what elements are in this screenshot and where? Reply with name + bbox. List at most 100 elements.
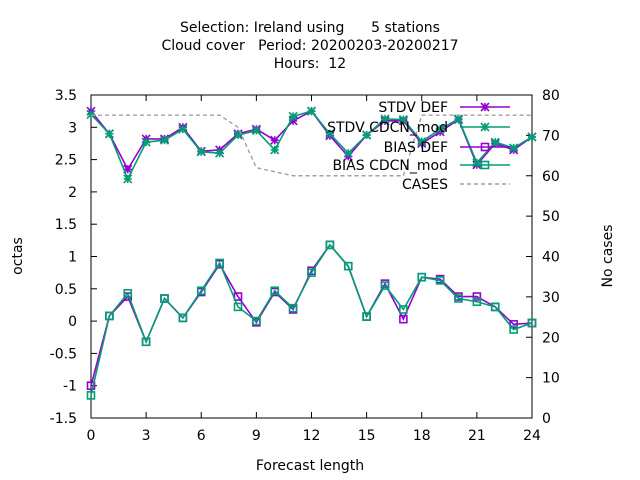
data-point: [435, 124, 445, 134]
y2-tick-label: 10: [542, 371, 560, 387]
data-point: [399, 314, 408, 324]
series-line: [91, 114, 532, 177]
series: [86, 106, 537, 184]
data-point: [435, 276, 445, 285]
data-point: [252, 316, 261, 326]
data-point: [307, 268, 316, 277]
y-tick-label: 1: [68, 250, 77, 266]
y2-tick-label: 40: [542, 250, 560, 266]
y-tick-label: -1: [63, 379, 77, 395]
legend: STDV DEF STDV CDCN_mod BIAS DEF BIAS CDCN_m…: [327, 100, 510, 193]
y-tick-label: -0.5: [50, 346, 77, 362]
legend-label: STDV CDCN_mod: [327, 120, 448, 136]
legend-label: BIAS DEF: [384, 140, 448, 156]
series-line: [90, 110, 533, 181]
series-line: [90, 243, 533, 396]
data-point: [343, 148, 353, 158]
data-point: [86, 391, 96, 400]
x-tick-label: 15: [358, 428, 376, 444]
data-point: [104, 129, 114, 139]
series: [86, 240, 537, 391]
x-tick-label: 9: [252, 428, 261, 444]
legend-label: CASES: [402, 177, 448, 193]
data-point: [380, 281, 390, 290]
data-point: [105, 311, 114, 321]
y-tick-label: 3.5: [55, 88, 77, 104]
y2-tick-label: 80: [542, 88, 560, 104]
title-line: Hours: 12: [274, 56, 346, 72]
data-point: [215, 258, 224, 268]
data-point: [343, 261, 353, 271]
data-point: [472, 297, 482, 307]
x-axis-label: Forecast length: [256, 458, 364, 474]
data-point: [233, 130, 243, 140]
y2-tick-label: 0: [542, 411, 551, 427]
data-point: [380, 114, 390, 124]
data-point: [233, 302, 243, 312]
data-point: [178, 313, 188, 323]
data-point: [178, 124, 188, 134]
data-point: [527, 132, 537, 142]
data-point: [196, 286, 206, 296]
data-point: [325, 240, 335, 250]
y-tick-label: 1.5: [55, 217, 77, 233]
data-point: [159, 135, 170, 145]
axis-ticks: 0 3 6 9 12 15 18 21 24 -1.5 -1 -0.5 0 0.5 1 1.5 2 2.5 3 3.5…: [50, 88, 560, 444]
data-point: [306, 106, 317, 116]
data-point: [123, 289, 133, 298]
data-point: [398, 114, 408, 125]
x-tick-label: 12: [303, 428, 321, 444]
chart-title: Selection: Ireland using 5 stations Cloud…: [161, 20, 458, 72]
data-point: [251, 125, 261, 136]
series: [86, 106, 537, 174]
data-point: [362, 312, 371, 321]
series: [86, 240, 537, 400]
y-tick-label: 2.5: [55, 153, 77, 169]
data-point: [472, 158, 482, 168]
x-tick-label: 24: [523, 428, 541, 444]
data-point: [196, 147, 206, 157]
title-line: Selection: Ireland using 5 stations: [180, 20, 440, 36]
y-axis-label: octas: [10, 237, 26, 275]
data-point: [325, 129, 335, 139]
data-point: [270, 135, 280, 145]
data-point: [480, 122, 490, 132]
series-group: [86, 106, 537, 400]
data-point: [215, 148, 225, 158]
x-tick-label: 6: [197, 428, 206, 444]
data-point: [509, 143, 519, 153]
data-point: [454, 294, 463, 303]
y2-tick-label: 20: [542, 330, 560, 346]
data-point: [288, 116, 298, 126]
data-point: [141, 137, 151, 147]
legend-label: BIAS CDCN_mod: [332, 158, 448, 174]
data-point: [490, 302, 500, 312]
data-point: [270, 286, 280, 296]
series: [91, 114, 532, 177]
data-point: [288, 303, 298, 313]
y2-tick-label: 50: [542, 209, 560, 225]
data-point: [480, 142, 490, 152]
axes: [90, 94, 533, 419]
data-point: [527, 318, 537, 328]
x-tick-label: 0: [87, 428, 96, 444]
data-point: [490, 137, 500, 147]
data-point: [141, 337, 151, 347]
data-point: [123, 164, 133, 174]
data-point: [86, 381, 96, 391]
x-tick-label: 3: [142, 428, 151, 444]
y2-tick-label: 70: [542, 128, 560, 144]
data-point: [417, 136, 427, 147]
y2-tick-label: 60: [542, 169, 560, 185]
y2-axis-label: No cases: [600, 225, 616, 288]
y-tick-label: 2: [68, 185, 77, 201]
data-point: [480, 160, 490, 170]
data-point: [417, 272, 427, 282]
title-line: Cloud cover Period: 20200203-20200217: [161, 38, 458, 54]
plot-frame: [90, 94, 533, 419]
x-tick-label: 21: [468, 428, 486, 444]
data-point: [288, 111, 298, 121]
y-tick-label: 3: [68, 120, 77, 136]
data-point: [86, 109, 96, 119]
